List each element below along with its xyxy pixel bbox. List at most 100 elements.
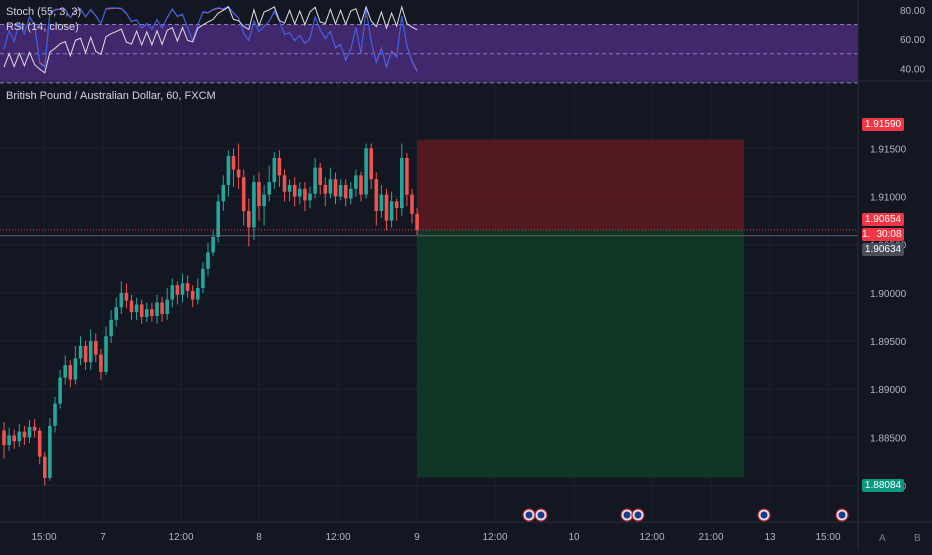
candle-body [369,148,373,180]
candle-body [83,345,88,363]
time-axis-label: 10 [568,532,580,543]
economic-event-flag-icon[interactable] [522,508,536,522]
price-axis-label: 1.91000 [870,193,907,204]
candle-body [206,252,210,269]
candle-body [221,184,226,202]
time-axis-label: 12:00 [482,532,507,543]
candle-body [384,194,389,221]
time-axis-label: 13 [764,532,776,543]
candle-body [211,236,215,253]
price-axis-label: 1.89000 [870,385,907,396]
economic-event-flag-icon[interactable] [631,508,645,522]
candle-body [53,403,57,426]
take-profit-price-tag: 1.88084 [862,479,904,492]
economic-event-flag-icon[interactable] [534,508,548,522]
candle-body [389,201,394,221]
candle-body [262,194,266,207]
log-scale-icon[interactable]: B [914,533,921,544]
candle-body [48,425,52,478]
candle-body [160,302,164,315]
candle-body [170,285,175,300]
candle-body [155,302,159,316]
candle-body [175,285,180,295]
candle-body [359,175,363,195]
candle-body [99,354,103,372]
candle-body [119,292,124,308]
candle-body [94,341,98,355]
candle-body [247,210,251,228]
economic-event-flag-icon[interactable] [620,508,634,522]
candle-body [277,157,282,176]
candle-body [374,179,379,211]
candle-body [88,341,93,363]
economic-event-flag-icon[interactable] [757,508,771,522]
time-axis-label: 12:00 [639,532,664,543]
economic-event-flag-icon[interactable] [835,508,849,522]
candle-body [165,299,169,315]
last-price-partial-tag: 1. [862,228,876,241]
candle-body [292,184,297,197]
candle-body [129,300,134,313]
candle-body [104,336,108,372]
price-lines [0,229,858,237]
event-flag-core [525,511,533,519]
candle-body [308,193,312,201]
time-axis[interactable]: 15:00 7 12:00 8 12:00 9 12:00 10 12:00 21:00 13 15:… [0,521,932,543]
candle-body [333,179,338,197]
candle-body [415,213,419,231]
candle-body [313,167,317,194]
rsi-line [3,5,418,74]
time-axis-label: 15:00 [815,532,840,543]
price-axis-label: 1.88500 [870,433,907,444]
candle-body [323,184,328,194]
stop-loss-zone [417,139,744,230]
candle-body [58,377,62,404]
candle-body [354,175,358,189]
candle-body [37,430,42,457]
event-flag-core [760,511,768,519]
time-axis-label: 15:00 [31,532,56,543]
candle-body [303,188,307,201]
indicator-pane: 80.00 60.00 40.00 [0,5,932,84]
candle-body [236,169,241,178]
indicator-axis-label: 40.00 [900,64,925,75]
candle-body [272,157,277,183]
economic-events[interactable] [522,508,849,522]
time-axis-label: 21:00 [698,532,723,543]
bar-countdown-tag: 30:08 [874,228,904,241]
candle-body [343,184,348,199]
candle-body [22,431,27,438]
candle-body [32,426,37,431]
stop-loss-price-tag: 1.91590 [862,118,904,131]
take-profit-zone [417,229,744,478]
bid-price-tag: 1.90634 [862,243,904,256]
candle-body [298,188,302,197]
candle-body [7,435,11,446]
time-axis-label: 12:00 [325,532,350,543]
candle-body [400,157,404,209]
short-position-tool[interactable] [417,139,744,478]
candle-body [180,283,185,295]
candle-body [27,426,32,438]
rsi-indicator-label[interactable]: RSI (14, close) [6,21,79,33]
candle-body [257,182,261,207]
event-flag-core [634,511,642,519]
candle-body [185,283,190,291]
candle-body [63,365,67,378]
candle-body [109,319,113,337]
candle-body [282,175,287,192]
last-price-tag: 1.90654 [862,213,904,226]
price-axis-label: 1.89500 [870,337,907,348]
candle-body [150,309,154,316]
candle-body [349,188,353,199]
event-flag-core [537,511,545,519]
candle-body [231,156,236,170]
candle-body [78,345,83,359]
candle-body [2,430,6,446]
candle-body [410,194,414,214]
stoch-indicator-label[interactable]: Stoch (55, 3, 3) [6,6,82,18]
auto-scale-icon[interactable]: A [879,533,886,544]
candle-body [241,177,246,211]
